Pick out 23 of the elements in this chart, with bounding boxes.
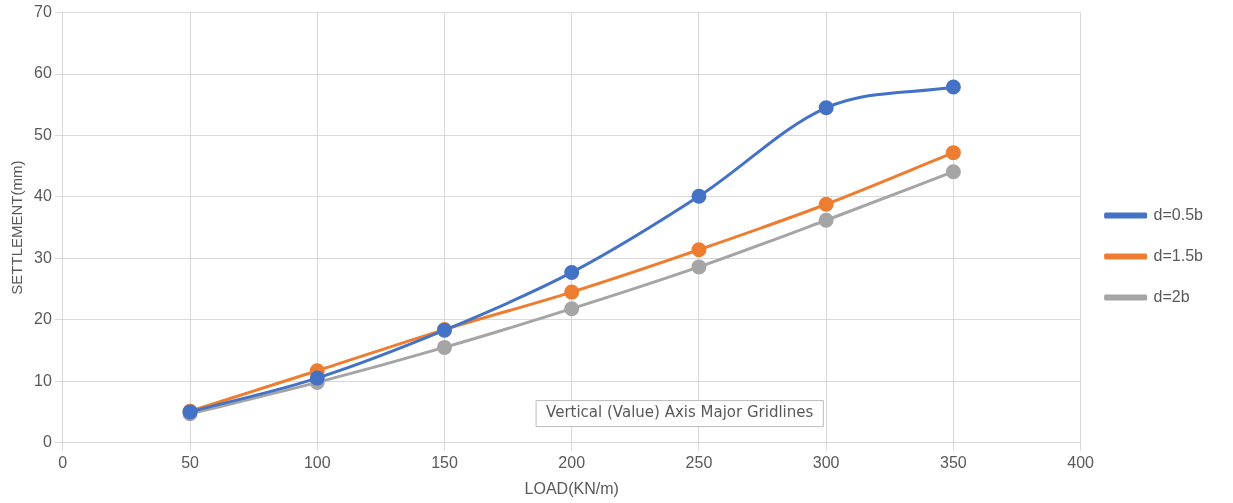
x-tick-label: 0 [58, 453, 68, 471]
x-tick-label: 200 [558, 453, 586, 471]
y-axis-title: SETTLEMENT(mm) [8, 160, 26, 295]
y-tick-label: 20 [34, 310, 52, 328]
y-tick-label: 40 [34, 187, 52, 205]
x-axis-title: LOAD(KN/m) [524, 479, 619, 497]
x-tick-label: 300 [812, 453, 840, 471]
y-tick-label: 70 [34, 3, 52, 21]
x-tick-label: 400 [1067, 453, 1095, 471]
x-tick-label: 250 [685, 453, 713, 471]
y-tick-label: 60 [34, 64, 52, 82]
y-tick-label: 30 [34, 248, 52, 266]
legend-label: d=1.5b [1153, 246, 1204, 264]
y-tick-label: 0 [42, 433, 52, 451]
legend-label: d=2b [1153, 287, 1190, 305]
y-tick-label: 50 [34, 125, 52, 143]
x-tick-label: 50 [181, 453, 200, 471]
x-tick-label: 150 [431, 453, 458, 471]
legend-label: d=0.5b [1153, 205, 1204, 223]
y-tick-label: 10 [34, 371, 52, 389]
annotation: Vertical (Value) Axis Major Gridlines [546, 403, 814, 422]
x-tick-label: 350 [940, 453, 967, 471]
x-tick-label: 100 [303, 453, 331, 471]
